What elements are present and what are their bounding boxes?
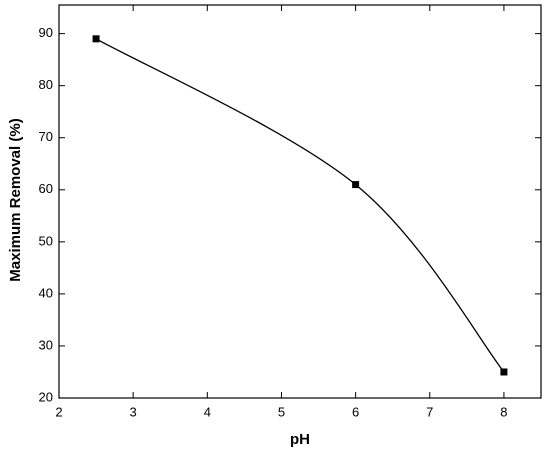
y-tick-label: 30 <box>39 337 53 352</box>
y-tick-label: 40 <box>39 285 53 300</box>
marker <box>352 181 360 189</box>
x-tick-label: 5 <box>278 404 285 419</box>
x-tick-label: 7 <box>426 404 433 419</box>
line <box>95 38 505 373</box>
y-tick-label: 50 <box>39 233 53 248</box>
plot-frame <box>58 4 542 399</box>
y-tick-label: 80 <box>39 77 53 92</box>
x-tick-label: 8 <box>500 404 507 419</box>
y-tick-label: 20 <box>39 389 53 404</box>
x-tick-label: 6 <box>352 404 359 419</box>
x-axis-title: pH <box>290 431 310 448</box>
y-axis-title: Maximum Removal (%) <box>7 118 24 281</box>
y-tick-label: 60 <box>39 181 53 196</box>
y-tick-label: 70 <box>39 129 53 144</box>
marker <box>92 35 100 43</box>
x-tick-label: 3 <box>130 404 137 419</box>
marker <box>500 368 508 376</box>
x-tick-label: 4 <box>204 404 211 419</box>
y-tick-label: 90 <box>39 25 53 40</box>
x-tick-label: 2 <box>55 404 62 419</box>
